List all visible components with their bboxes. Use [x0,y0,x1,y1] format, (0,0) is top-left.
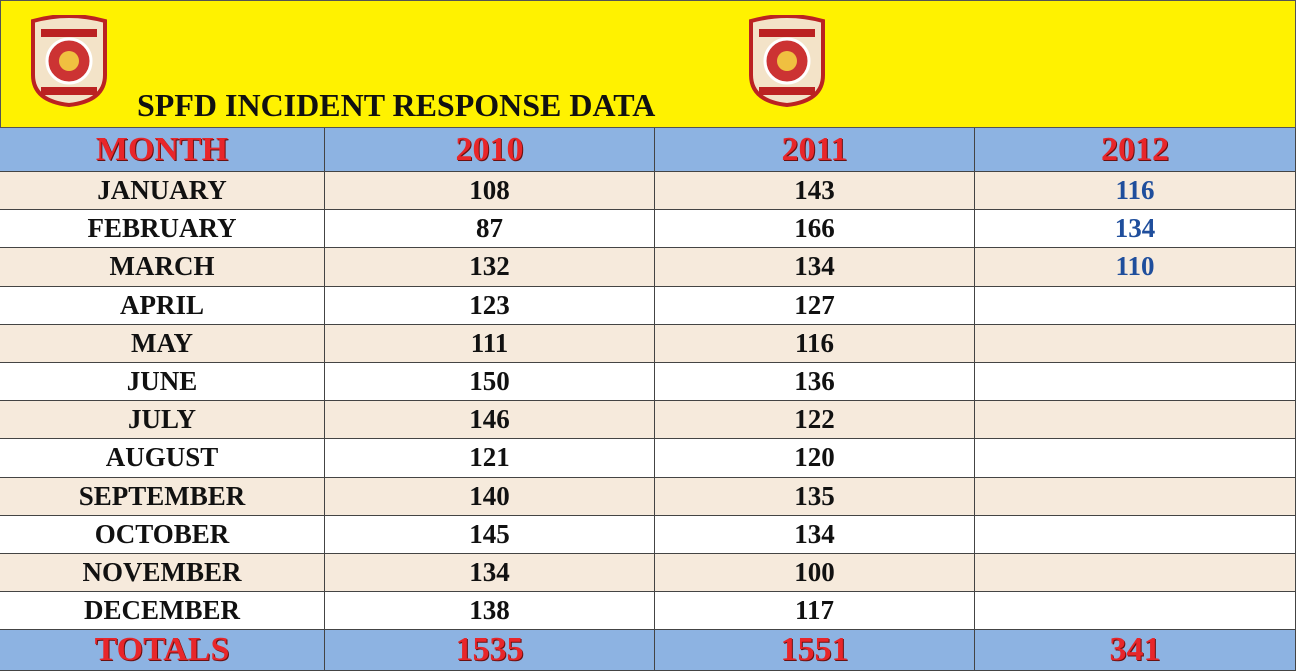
cell: 143 [655,172,975,211]
empty-cell [975,439,1296,478]
cell: 132 [325,248,655,287]
empty-cell [975,554,1296,593]
total-cell: 341 [975,630,1296,671]
cell: 146 [325,401,655,440]
cell: 134 [325,554,655,593]
title: SPFD INCIDENT RESPONSE DATA [137,87,656,123]
logo [31,15,107,107]
cell: 87 [325,210,655,249]
cell: NOVEMBER [0,554,325,593]
cell: 116 [655,324,975,363]
cell: 127 [655,286,975,325]
cell: 100 [655,554,975,593]
column-header: 2011 [655,128,975,172]
column-header: 2012 [975,128,1296,172]
empty-cell [975,363,1296,402]
cell: 117 [655,592,975,631]
cell: 120 [655,439,975,478]
cell: OCTOBER [0,515,325,554]
cell: 134 [975,210,1296,249]
empty-cell [975,324,1296,363]
empty-cell [975,592,1296,631]
total-cell: 1535 [325,630,655,671]
cell: MAY [0,324,325,363]
cell: AUGUST [0,439,325,478]
cell: 134 [655,515,975,554]
total-cell: TOTALS [0,630,325,671]
empty-cell [975,515,1296,554]
empty-cell [975,401,1296,440]
cell: 138 [325,592,655,631]
cell: JANUARY [0,172,325,211]
cell: 111 [325,324,655,363]
cell: 145 [325,515,655,554]
cell: JULY [0,401,325,440]
empty-cell [975,477,1296,516]
cell: 136 [655,363,975,402]
logo [749,15,825,107]
cell: 110 [975,248,1296,287]
cell: 116 [975,172,1296,211]
cell: FEBRUARY [0,210,325,249]
banner: SPFD INCIDENT RESPONSE DATA [0,0,1296,128]
cell: 121 [325,439,655,478]
cell: 140 [325,477,655,516]
column-header: 2010 [325,128,655,172]
cell: 134 [655,248,975,287]
cell: 122 [655,401,975,440]
cell: APRIL [0,286,325,325]
empty-cell [975,286,1296,325]
cell: MARCH [0,248,325,287]
cell: 135 [655,477,975,516]
cell: 166 [655,210,975,249]
cell: SEPTEMBER [0,477,325,516]
cell: JUNE [0,363,325,402]
cell: DECEMBER [0,592,325,631]
cell: 123 [325,286,655,325]
cell: 150 [325,363,655,402]
cell: 108 [325,172,655,211]
total-cell: 1551 [655,630,975,671]
column-header: MONTH [0,128,325,172]
